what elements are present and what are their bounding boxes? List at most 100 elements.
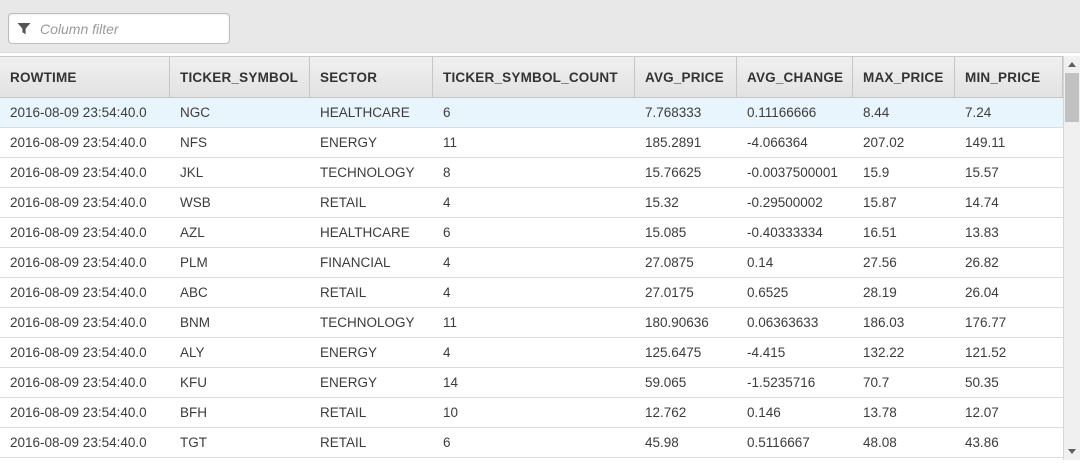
cell-sector: ENERGY [320, 345, 378, 360]
table-row[interactable]: 2016-08-09 23:54:40.0 ALY ENERGY 4 125.6475 -… [0, 338, 1063, 368]
cell-ticker_symbol: JKL [180, 165, 204, 180]
cell-rowtime: 2016-08-09 23:54:40.0 [10, 135, 147, 150]
table-row[interactable]: 2016-08-09 23:54:40.0 NFS ENERGY 11 185.2891… [0, 128, 1063, 158]
column-header-ticker_symbol[interactable]: TICKER_SYMBOL [170, 57, 310, 97]
cell-avg_price: 45.98 [645, 435, 679, 450]
cell-avg_change: -0.0037500001 [747, 165, 838, 180]
cell-avg_change: 0.14 [747, 255, 774, 270]
cell-rowtime: 2016-08-09 23:54:40.0 [10, 405, 147, 420]
cell-avg_change: -0.29500002 [747, 195, 823, 210]
vertical-scrollbar[interactable] [1063, 56, 1080, 460]
cell-avg_price: 27.0175 [645, 285, 694, 300]
cell-max_price: 28.19 [863, 285, 897, 300]
cell-ticker_symbol: ABC [180, 285, 208, 300]
cell-sector: FINANCIAL [320, 255, 391, 270]
scroll-up-button[interactable] [1064, 56, 1080, 73]
cell-max_price: 13.78 [863, 405, 897, 420]
cell-ticker_symbol_count: 6 [443, 435, 451, 450]
cell-avg_change: 0.5116667 [747, 435, 810, 450]
cell-min_price: 15.57 [965, 165, 999, 180]
cell-max_price: 132.22 [863, 345, 905, 360]
cell-avg_price: 12.762 [645, 405, 687, 420]
table-row[interactable]: 2016-08-09 23:54:40.0 BNM TECHNOLOGY 11 180.… [0, 308, 1063, 338]
table-row[interactable]: 2016-08-09 23:54:40.0 KFU ENERGY 14 59.065 -1… [0, 368, 1063, 398]
cell-ticker_symbol: TGT [180, 435, 207, 450]
cell-min_price: 50.35 [965, 375, 999, 390]
column-header-ticker_symbol_count[interactable]: TICKER_SYMBOL_COUNT [433, 57, 635, 97]
filter-bar [0, 0, 1080, 53]
cell-avg_change: 0.11166666 [747, 105, 817, 120]
cell-ticker_symbol_count: 10 [443, 405, 459, 420]
cell-ticker_symbol_count: 4 [443, 255, 451, 270]
column-filter-field[interactable] [8, 13, 230, 44]
column-header-min_price[interactable]: MIN_PRICE [955, 57, 1063, 97]
cell-sector: TECHNOLOGY [320, 315, 415, 330]
cell-ticker_symbol_count: 6 [443, 105, 451, 120]
cell-ticker_symbol_count: 6 [443, 225, 451, 240]
cell-avg_change: 0.146 [747, 405, 781, 420]
filter-funnel-icon [17, 22, 31, 36]
table-row[interactable]: 2016-08-09 23:54:40.0 PLM FINANCIAL 4 27.087… [0, 248, 1063, 278]
column-header-max_price[interactable]: MAX_PRICE [853, 57, 955, 97]
grid-body: 2016-08-09 23:54:40.0 NGC HEALTHCARE 6 7.768… [0, 98, 1063, 458]
cell-sector: RETAIL [320, 435, 367, 450]
cell-max_price: 15.87 [863, 195, 897, 210]
table-row[interactable]: 2016-08-09 23:54:40.0 BFH RETAIL 10 12.762 0.… [0, 398, 1063, 428]
table-row[interactable]: 2016-08-09 23:54:40.0 JKL TECHNOLOGY 8 15.76… [0, 158, 1063, 188]
cell-avg_change: -4.066364 [747, 135, 808, 150]
cell-avg_change: -0.40333334 [747, 225, 823, 240]
column-header-rowtime[interactable]: ROWTIME [0, 57, 170, 97]
cell-avg_price: 59.065 [645, 375, 687, 390]
column-header-sector[interactable]: SECTOR [310, 57, 433, 97]
cell-max_price: 15.9 [863, 165, 890, 180]
cell-ticker_symbol_count: 4 [443, 345, 451, 360]
table-row[interactable]: 2016-08-09 23:54:40.0 AZL HEALTHCARE 6 15.08… [0, 218, 1063, 248]
cell-min_price: 7.24 [965, 105, 992, 120]
column-header-avg_price[interactable]: AVG_PRICE [635, 57, 737, 97]
cell-min_price: 121.52 [965, 345, 1007, 360]
cell-max_price: 186.03 [863, 315, 905, 330]
cell-rowtime: 2016-08-09 23:54:40.0 [10, 105, 147, 120]
cell-rowtime: 2016-08-09 23:54:40.0 [10, 255, 147, 270]
cell-min_price: 149.11 [965, 135, 1006, 150]
cell-min_price: 43.86 [965, 435, 999, 450]
cell-rowtime: 2016-08-09 23:54:40.0 [10, 195, 147, 210]
cell-ticker_symbol_count: 11 [443, 135, 458, 150]
table-row[interactable]: 2016-08-09 23:54:40.0 NGC HEALTHCARE 6 7.768… [0, 98, 1063, 128]
table-row[interactable]: 2016-08-09 23:54:40.0 WSB RETAIL 4 15.32 -0.2… [0, 188, 1063, 218]
cell-rowtime: 2016-08-09 23:54:40.0 [10, 285, 147, 300]
cell-max_price: 70.7 [863, 375, 890, 390]
scroll-up-icon [1068, 62, 1076, 67]
cell-avg_change: 0.06363633 [747, 315, 819, 330]
cell-avg_change: -4.415 [747, 345, 786, 360]
cell-ticker_symbol: PLM [180, 255, 208, 270]
cell-avg_price: 180.90636 [645, 315, 709, 330]
scrollbar-thumb[interactable] [1065, 73, 1079, 122]
cell-max_price: 8.44 [863, 105, 890, 120]
cell-ticker_symbol_count: 11 [443, 315, 458, 330]
cell-rowtime: 2016-08-09 23:54:40.0 [10, 375, 147, 390]
cell-avg_price: 7.768333 [645, 105, 702, 120]
cell-ticker_symbol: ALY [180, 345, 205, 360]
cell-max_price: 207.02 [863, 135, 905, 150]
cell-min_price: 13.83 [965, 225, 999, 240]
cell-avg_price: 15.32 [645, 195, 679, 210]
cell-ticker_symbol: AZL [180, 225, 205, 240]
cell-avg_price: 15.085 [645, 225, 687, 240]
cell-min_price: 12.07 [965, 405, 999, 420]
table-row[interactable]: 2016-08-09 23:54:40.0 ABC RETAIL 4 27.0175 0.… [0, 278, 1063, 308]
cell-min_price: 26.82 [965, 255, 999, 270]
cell-ticker_symbol: NFS [180, 135, 207, 150]
cell-max_price: 48.08 [863, 435, 897, 450]
cell-sector: RETAIL [320, 285, 367, 300]
cell-sector: RETAIL [320, 195, 367, 210]
cell-rowtime: 2016-08-09 23:54:40.0 [10, 345, 147, 360]
column-filter-input[interactable] [38, 19, 221, 38]
table-row[interactable]: 2016-08-09 23:54:40.0 TGT RETAIL 6 45.98 0.51… [0, 428, 1063, 458]
column-header-avg_change[interactable]: AVG_CHANGE [737, 57, 853, 97]
cell-avg_price: 185.2891 [645, 135, 702, 150]
cell-min_price: 26.04 [965, 285, 999, 300]
cell-ticker_symbol: NGC [180, 105, 210, 120]
scroll-down-button[interactable] [1064, 443, 1080, 460]
cell-sector: TECHNOLOGY [320, 165, 415, 180]
